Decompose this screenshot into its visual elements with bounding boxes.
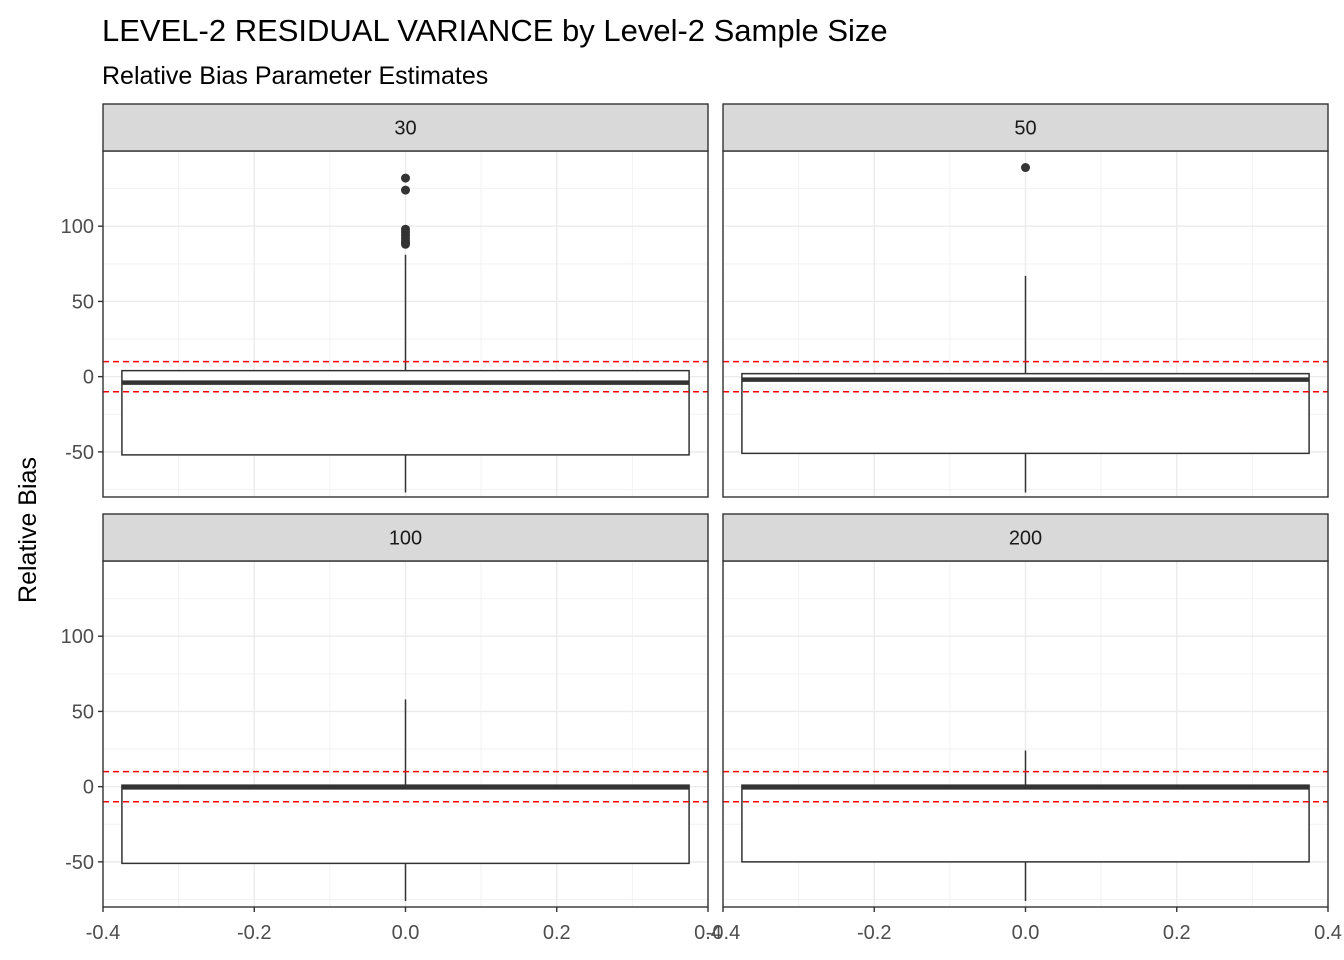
x-tick-label: -0.4 [86,922,120,944]
y-axis-title: Relative Bias [14,457,42,603]
facet-strip [722,103,1329,152]
iqr-box [741,784,1310,863]
x-tick-label: 0.4 [694,922,722,944]
facet-panel-200: 200 -0.4 -0.2 0.0 0.2 0.4 [706,513,1342,944]
x-tick-label: 0.0 [392,922,420,944]
y-tick-label: 50 [72,701,94,723]
facet-strip [102,103,709,152]
y-tick-label: -50 [65,442,94,464]
facet-panel-50: 50 [722,103,1329,498]
x-tick-label: -0.4 [706,922,740,944]
facet-strip-label: 30 [394,118,416,140]
x-tick-label: 0.0 [1012,922,1040,944]
y-tick-label: 100 [61,626,94,648]
y-tick-label: 0 [83,777,94,799]
facet-panel-30: 30 -50 0 50 100 [61,103,709,498]
x-tick-label: -0.2 [237,922,271,944]
outlier-point [401,185,410,195]
chart-subtitle: Relative Bias Parameter Estimates [102,62,488,90]
y-tick-label: 50 [72,291,94,313]
iqr-box [741,372,1310,455]
facet-strip [102,513,709,562]
outlier-point [401,173,410,183]
chart-title: LEVEL-2 RESIDUAL VARIANCE by Level-2 Sam… [102,13,888,48]
facet-panels: 30 -50 0 50 100 50 100 -50 0 50 100 -0.4 -0.2 0.0 0.2 0… [61,103,1342,944]
x-tick-label: -0.2 [857,922,891,944]
facet-strip-label: 100 [389,528,422,550]
facet-panel-100: 100 -50 0 50 100 -0.4 -0.2 0.0 0.2 0.4 [61,513,722,944]
x-tick-label: 0.2 [543,922,571,944]
outlier-point [1021,163,1030,173]
facet-strip-label: 50 [1014,118,1036,140]
y-tick-label: 0 [83,367,94,389]
x-tick-label: 0.2 [1163,922,1191,944]
y-tick-label: 100 [61,216,94,238]
facet-strip-label: 200 [1009,528,1042,550]
iqr-box [121,784,690,865]
outlier-point [401,239,410,249]
facet-strip [722,513,1329,562]
y-tick-label: -50 [65,852,94,874]
x-tick-label: 0.4 [1314,922,1342,944]
